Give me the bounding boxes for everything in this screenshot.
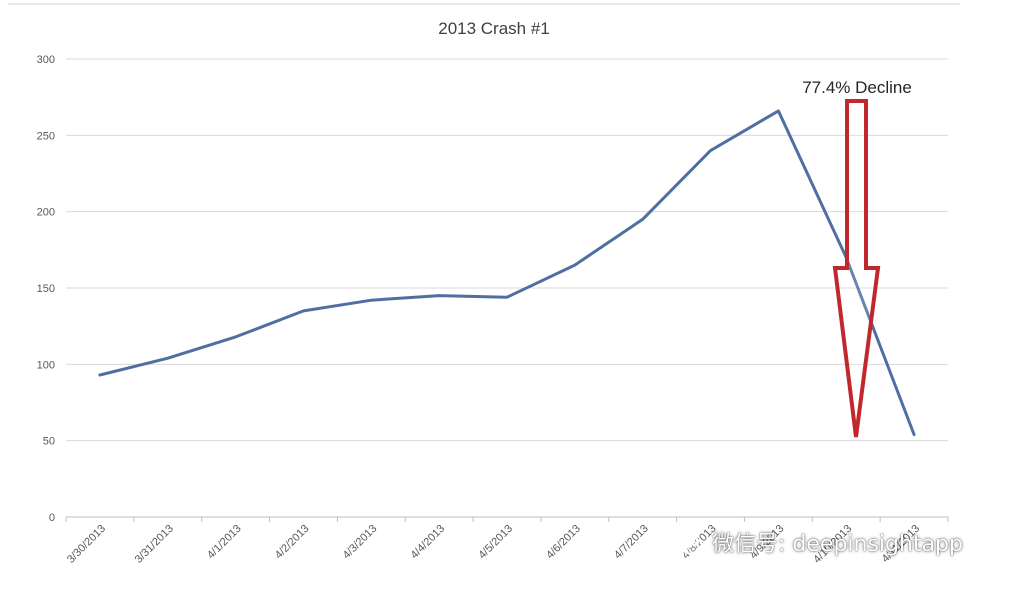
series-layer	[98, 109, 916, 437]
y-tick-label: 100	[37, 359, 55, 371]
decline-annotation-label: 77.4% Decline	[802, 78, 912, 97]
y-tick-label: 200	[37, 207, 55, 219]
gridlines	[66, 58, 948, 518]
y-tick-label: 0	[49, 512, 55, 524]
y-tick-label: 300	[37, 54, 55, 66]
y-tick-label: 250	[37, 130, 55, 142]
chart-title: 2013 Crash #1	[438, 19, 550, 38]
y-axis-ticks: 0 50 100 150 200 250 300	[37, 54, 55, 524]
decline-arrow	[832, 99, 881, 438]
y-tick-label: 50	[43, 436, 55, 448]
annotation: 77.4% Decline	[802, 78, 912, 438]
series-line	[98, 109, 916, 437]
y-tick-label: 150	[37, 283, 55, 295]
watermark: 微信号: deepinsightapp	[668, 524, 963, 560]
watermark-text: 微信号: deepinsightapp	[712, 532, 963, 557]
wechat-icon	[669, 528, 703, 555]
